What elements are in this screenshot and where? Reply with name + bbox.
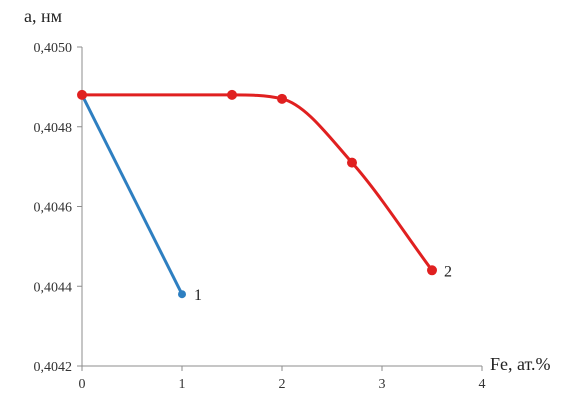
y-tick-label: 0,4046 — [34, 201, 73, 216]
y-tick-label: 0,4048 — [34, 121, 73, 136]
x-tick-label: 3 — [379, 377, 386, 392]
y-axis-label: a, нм — [24, 6, 62, 26]
series-2-point — [227, 89, 237, 100]
series-2: 2 — [77, 89, 452, 280]
series-1-line — [80, 94, 184, 295]
axes — [77, 46, 483, 371]
x-tick-label: 0 — [79, 377, 86, 392]
series-1-label: 1 — [194, 287, 202, 304]
y-tick-label: 0,4042 — [34, 360, 73, 375]
y-tick-label: 0,4044 — [34, 280, 73, 295]
y-tick-label: 0,4050 — [34, 41, 73, 56]
series-2-label: 2 — [444, 263, 452, 280]
x-tick-label: 1 — [179, 377, 186, 392]
series-1: 1 — [78, 90, 202, 304]
x-axis-label: Fe, ат.% — [490, 354, 551, 374]
x-tick-label: 2 — [279, 377, 286, 392]
x-tick-label: 4 — [479, 377, 486, 392]
series-1-point — [178, 290, 186, 299]
series-2-point — [277, 93, 287, 104]
series-group: 12 — [77, 89, 452, 304]
series-2-point — [77, 89, 87, 100]
series-2-line — [82, 93, 434, 272]
series-2-point — [347, 157, 357, 168]
series-2-point — [427, 265, 437, 276]
